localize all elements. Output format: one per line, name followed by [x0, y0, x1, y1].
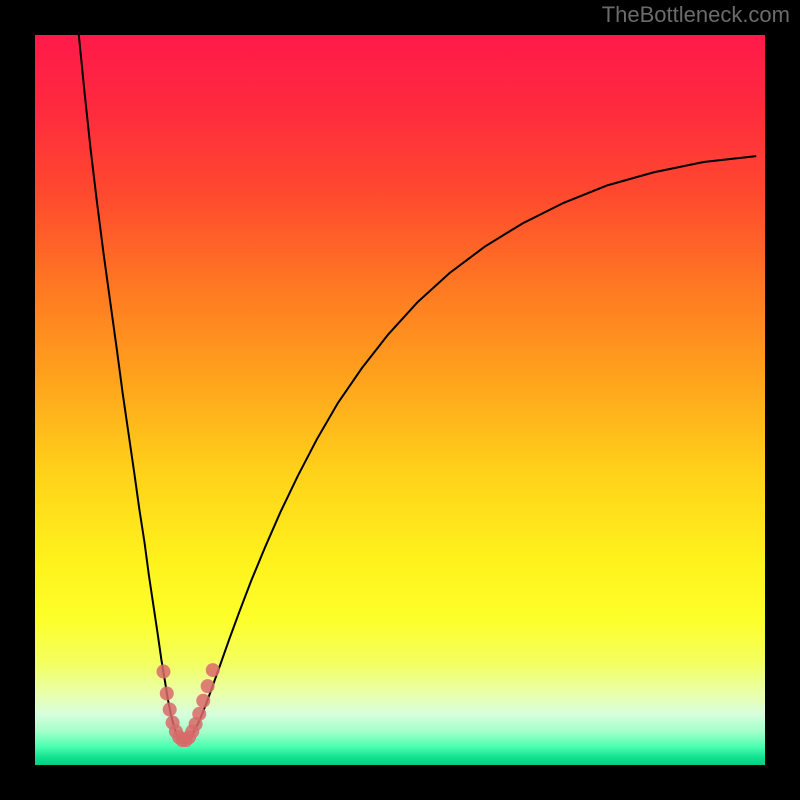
gradient-background — [35, 35, 765, 765]
watermark-label: TheBottleneck.com — [602, 2, 790, 28]
min-marker — [201, 679, 215, 693]
min-marker — [160, 686, 174, 700]
min-marker — [156, 665, 170, 679]
chart-container: TheBottleneck.com — [0, 0, 800, 800]
min-marker — [192, 707, 206, 721]
bottleneck-chart — [0, 0, 800, 800]
min-marker — [206, 663, 220, 677]
min-marker — [163, 703, 177, 717]
min-marker — [196, 694, 210, 708]
